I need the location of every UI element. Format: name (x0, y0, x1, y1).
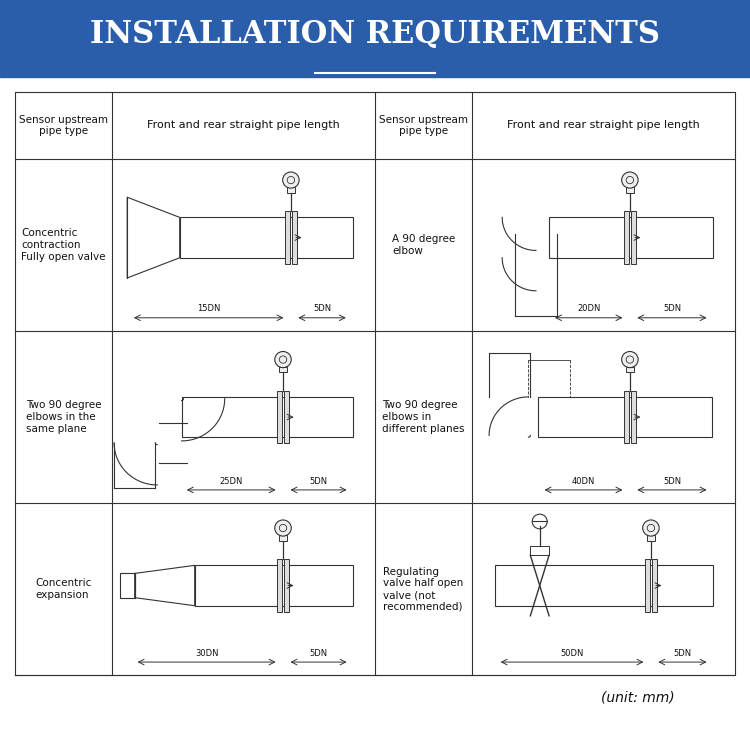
Bar (182, 397, 352, 437)
Text: 40DN: 40DN (572, 476, 596, 485)
Bar (278, 559, 282, 611)
Bar (278, 390, 282, 443)
Text: Concentric
expansion: Concentric expansion (35, 578, 92, 600)
Text: Sensor upstream
pipe type: Sensor upstream pipe type (19, 115, 108, 136)
Text: (unit: mm): (unit: mm) (602, 691, 675, 705)
Bar (530, 546, 549, 555)
Bar (286, 187, 295, 193)
Bar (624, 390, 628, 443)
Text: 15DN: 15DN (197, 305, 220, 313)
Bar (549, 217, 712, 258)
Circle shape (274, 520, 291, 536)
Text: 20DN: 20DN (577, 305, 601, 313)
Text: 5DN: 5DN (310, 649, 328, 658)
Text: Regulating
valve half open
valve (not
recommended): Regulating valve half open valve (not re… (383, 567, 464, 611)
Bar (538, 397, 712, 437)
Bar (626, 187, 634, 193)
Text: Two 90 degree
elbows in
different planes: Two 90 degree elbows in different planes (382, 401, 465, 434)
Circle shape (622, 352, 638, 368)
Bar (624, 211, 628, 264)
Text: 25DN: 25DN (220, 476, 243, 485)
Bar (285, 211, 290, 264)
Text: Front and rear straight pipe length: Front and rear straight pipe length (147, 120, 340, 131)
Bar (631, 211, 635, 264)
Bar (626, 367, 634, 372)
Circle shape (622, 172, 638, 188)
Text: 5DN: 5DN (663, 305, 681, 313)
Bar (495, 565, 712, 606)
Text: Front and rear straight pipe length: Front and rear straight pipe length (507, 120, 700, 131)
Bar (631, 390, 635, 443)
Circle shape (283, 172, 299, 188)
Bar (120, 573, 135, 597)
Text: 30DN: 30DN (195, 649, 218, 658)
Text: 5DN: 5DN (313, 305, 332, 313)
Text: INSTALLATION REQUIREMENTS: INSTALLATION REQUIREMENTS (90, 19, 660, 51)
Text: 50DN: 50DN (560, 649, 584, 658)
Bar (195, 565, 352, 606)
Circle shape (274, 352, 291, 368)
Bar (646, 535, 655, 541)
Bar (652, 559, 656, 611)
Bar (279, 367, 287, 372)
Text: Sensor upstream
pipe type: Sensor upstream pipe type (379, 115, 468, 136)
Bar (180, 217, 352, 258)
Text: Concentric
contraction
Fully open valve: Concentric contraction Fully open valve (21, 228, 106, 261)
Bar (0, 0, 750, 77)
Text: 5DN: 5DN (663, 476, 681, 485)
Bar (284, 559, 289, 611)
Text: 5DN: 5DN (310, 476, 328, 485)
Bar (279, 535, 287, 541)
Text: 5DN: 5DN (674, 649, 692, 658)
Text: Two 90 degree
elbows in the
same plane: Two 90 degree elbows in the same plane (26, 401, 101, 434)
Bar (292, 211, 296, 264)
Text: A 90 degree
elbow: A 90 degree elbow (392, 234, 455, 255)
Bar (645, 559, 650, 611)
Circle shape (643, 520, 659, 536)
Bar (284, 390, 289, 443)
